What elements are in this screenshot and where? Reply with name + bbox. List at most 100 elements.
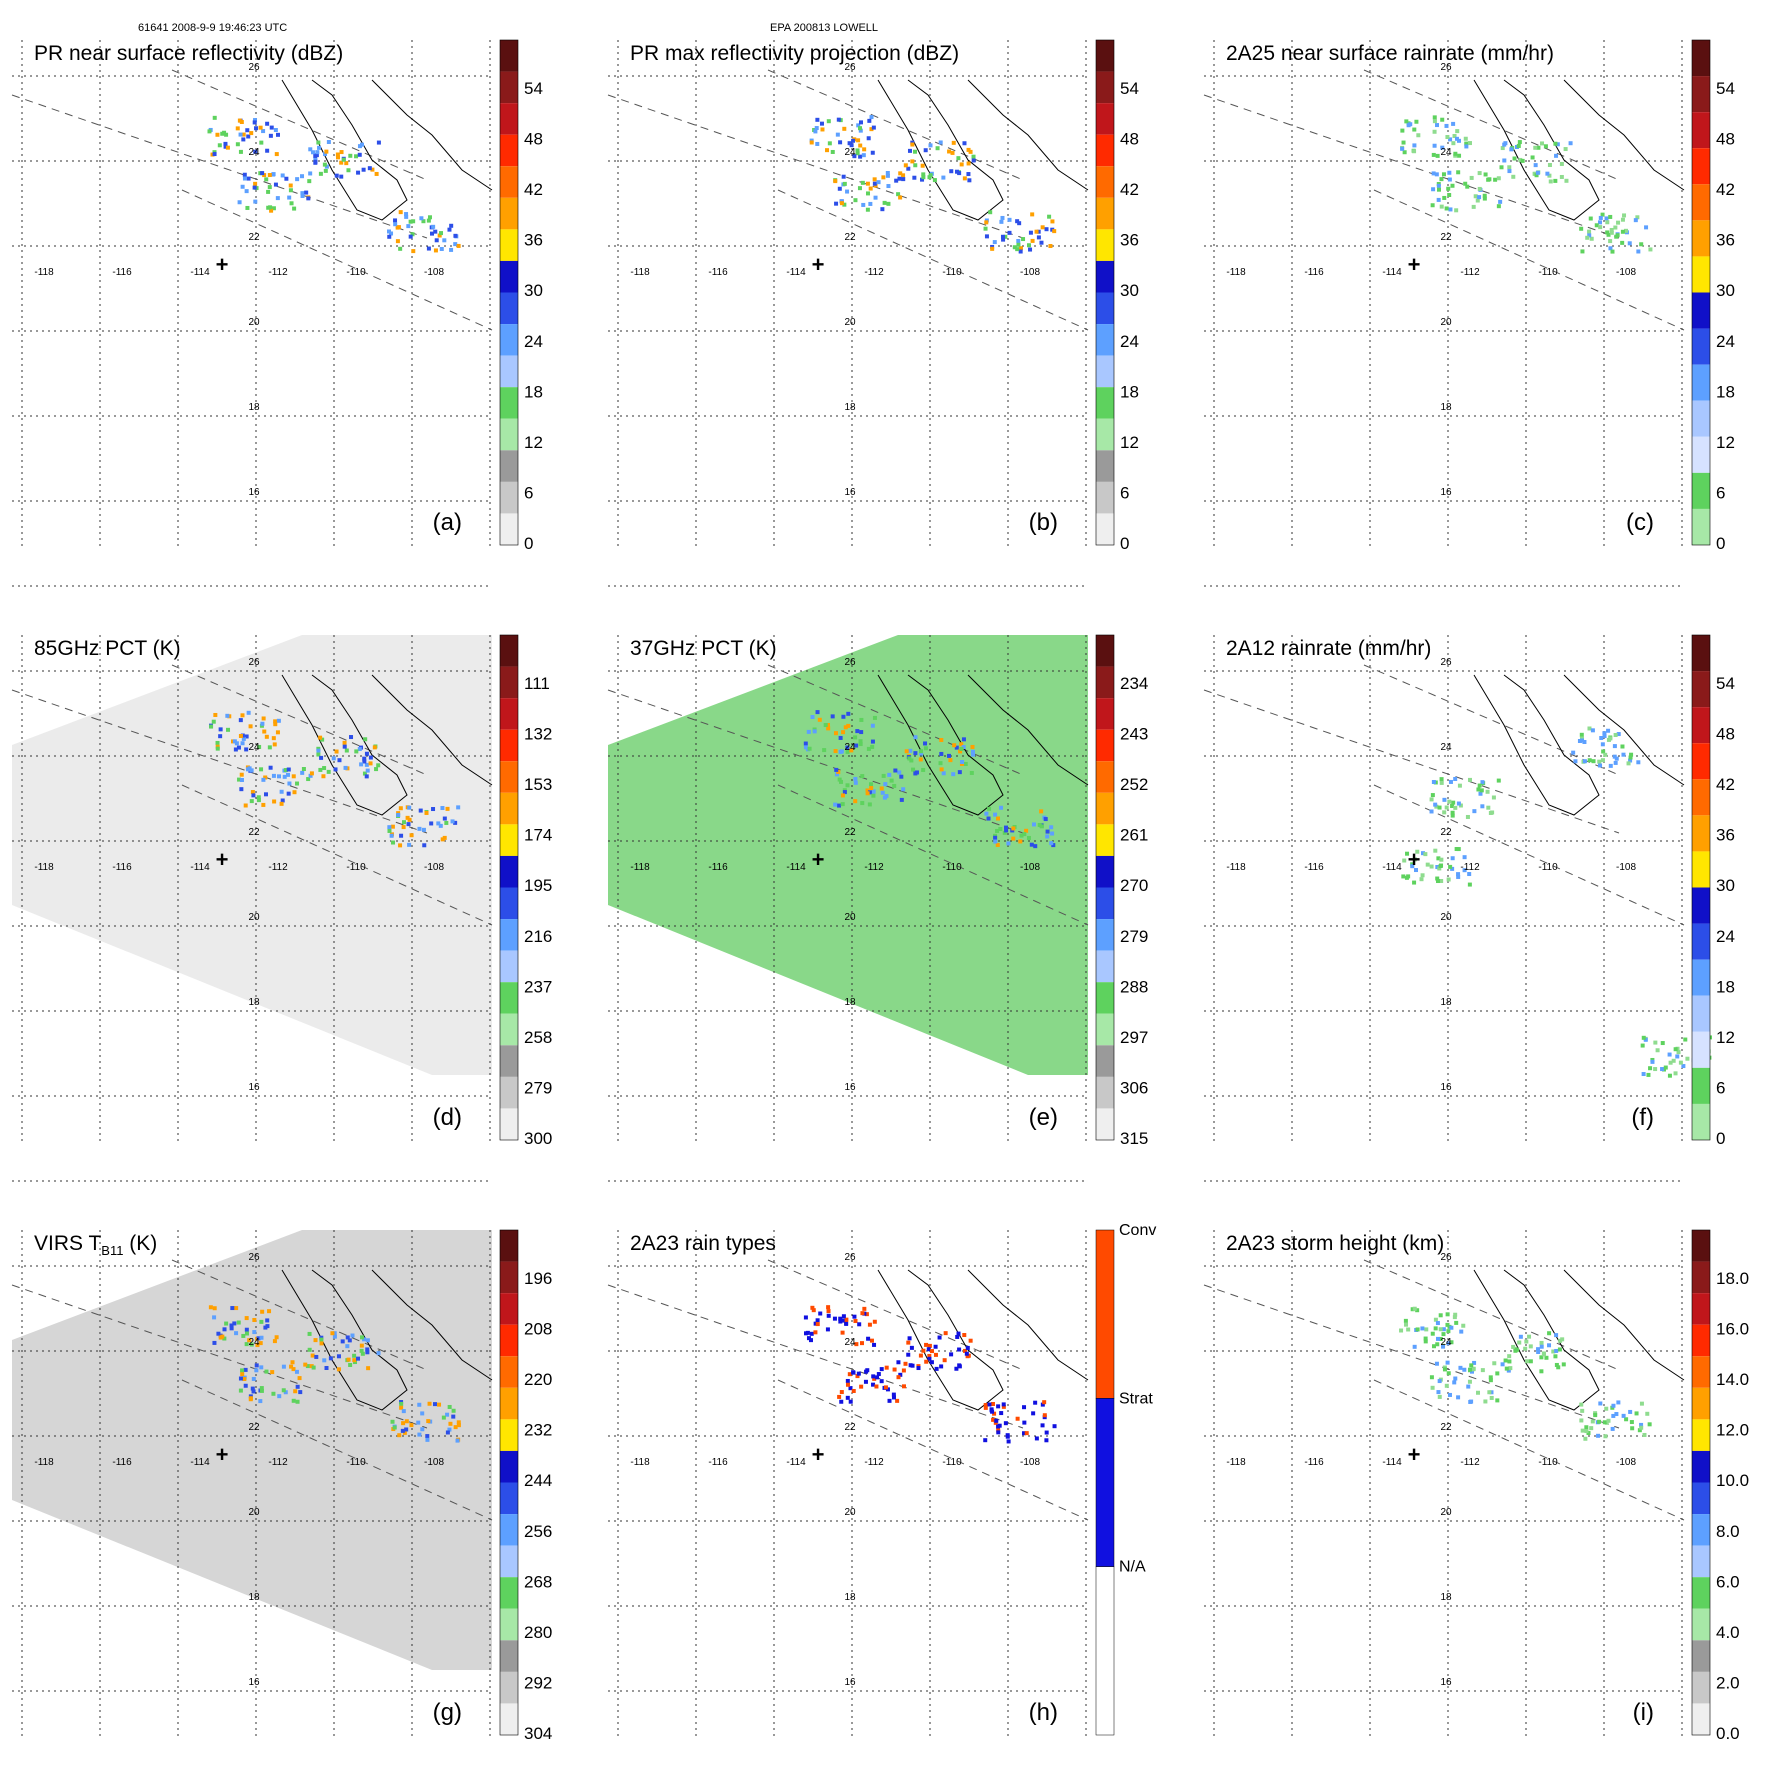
rain-pixel xyxy=(250,790,255,795)
rain-pixel xyxy=(267,173,272,178)
rain-pixel xyxy=(248,724,253,729)
panel-i: -118 -116 -114 -112 -110 -108262422201816+2A2… xyxy=(1203,1229,1749,1743)
colorbar-tick: 6 xyxy=(1716,483,1725,502)
rain-pixel xyxy=(315,150,320,155)
lat-label: 24 xyxy=(844,147,856,158)
rain-pixel xyxy=(993,839,998,844)
rain-pixel xyxy=(846,723,851,728)
lat-label: 20 xyxy=(1440,317,1452,328)
rain-pixel xyxy=(229,1326,234,1331)
rain-pixel xyxy=(912,175,917,180)
lat-label: 22 xyxy=(1440,827,1452,838)
rain-pixel xyxy=(344,748,349,753)
rain-pixel xyxy=(390,1419,395,1424)
rain-pixel xyxy=(372,745,377,750)
rain-pixel xyxy=(1597,759,1602,764)
rain-pixel xyxy=(1412,149,1417,154)
rain-pixel xyxy=(1586,1431,1591,1436)
rain-pixel xyxy=(820,127,825,132)
rain-pixel xyxy=(335,152,340,157)
colorbar-segment xyxy=(500,513,518,545)
rain-pixel xyxy=(1021,237,1026,242)
rain-pixel xyxy=(1636,760,1641,765)
colorbar-frame xyxy=(1095,39,1115,546)
lon-label: -118 xyxy=(1226,1457,1246,1468)
rain-pixel xyxy=(838,735,843,740)
rain-pixel xyxy=(1507,1359,1512,1364)
lat-label: 26 xyxy=(248,62,260,73)
rain-pixel xyxy=(1410,864,1415,869)
rain-pixel xyxy=(1612,744,1617,749)
colorbar-tick: 261 xyxy=(1120,826,1148,845)
rain-pixel xyxy=(433,248,438,253)
rain-pixel xyxy=(1553,141,1558,146)
rain-pixel xyxy=(913,163,918,168)
rain-pixel xyxy=(843,725,848,730)
rain-pixel xyxy=(1496,204,1501,209)
rain-pixel xyxy=(896,192,901,197)
lon-label: -112 xyxy=(268,1457,288,1468)
colorbar-segment xyxy=(1692,671,1710,708)
rain-pixel xyxy=(803,741,808,746)
rain-pixel xyxy=(995,842,1000,847)
swath-edge xyxy=(1373,1379,1685,1521)
rain-pixel xyxy=(1036,235,1041,240)
rain-pixel xyxy=(811,1308,816,1313)
rain-pixel xyxy=(361,167,366,172)
colorbar-segment xyxy=(1096,1108,1114,1140)
rain-pixel xyxy=(1560,1337,1565,1342)
colorbar-segment xyxy=(1096,729,1114,762)
rain-pixel xyxy=(1467,872,1472,877)
rain-pixel xyxy=(911,767,916,772)
rain-pixel xyxy=(326,769,331,774)
lat-label: 24 xyxy=(248,1337,260,1348)
colorbar-frame xyxy=(1095,634,1115,1141)
rain-pixel xyxy=(1620,240,1625,245)
rain-pixel xyxy=(387,828,392,833)
rain-pixel xyxy=(1400,146,1405,151)
rain-pixel xyxy=(1629,1420,1634,1425)
rain-pixel xyxy=(1564,178,1569,183)
rain-pixel xyxy=(833,802,838,807)
lon-label: -118 xyxy=(34,1457,54,1468)
rain-pixel xyxy=(1478,791,1483,796)
rain-pixel xyxy=(453,233,458,238)
rain-pixel xyxy=(1539,1369,1544,1374)
rain-pixel xyxy=(1462,855,1467,860)
rain-pixel xyxy=(264,177,269,182)
rain-pixel xyxy=(1488,1375,1493,1380)
rain-pixel xyxy=(254,1363,259,1368)
rain-pixel xyxy=(212,152,217,157)
rain-pixel xyxy=(1037,822,1042,827)
rain-pixel xyxy=(262,173,267,178)
coastline-mainland xyxy=(371,79,493,191)
colorbar-tick: 208 xyxy=(524,1320,552,1339)
rain-pixel xyxy=(1568,141,1573,146)
rain-pixel xyxy=(434,238,439,243)
lat-label: 26 xyxy=(1440,1252,1452,1263)
rain-pixel xyxy=(259,1319,264,1324)
rain-pixel xyxy=(839,749,844,754)
rain-pixel xyxy=(258,125,263,130)
rain-pixel xyxy=(314,1354,319,1359)
rain-pixel xyxy=(834,772,839,777)
rain-pixel xyxy=(1453,151,1458,156)
rain-pixel xyxy=(407,817,412,822)
rain-pixel xyxy=(1435,153,1440,158)
rain-pixel xyxy=(248,1396,253,1401)
rain-pixel xyxy=(1551,1349,1556,1354)
rain-pixel xyxy=(942,1358,947,1363)
rain-pixel xyxy=(1436,187,1441,192)
lon-label: -112 xyxy=(1460,862,1480,873)
rain-pixel xyxy=(1646,1072,1651,1077)
rain-pixel xyxy=(1445,1360,1450,1365)
colorbar-segment xyxy=(500,1045,518,1077)
colorbar-segment xyxy=(1692,923,1710,960)
rain-pixel xyxy=(1049,825,1054,830)
rain-pixel xyxy=(1423,1339,1428,1344)
rain-pixel xyxy=(1610,249,1615,254)
rain-pixel xyxy=(1554,1362,1559,1367)
rain-pixel xyxy=(963,1348,968,1353)
rain-pixel xyxy=(957,1347,962,1352)
